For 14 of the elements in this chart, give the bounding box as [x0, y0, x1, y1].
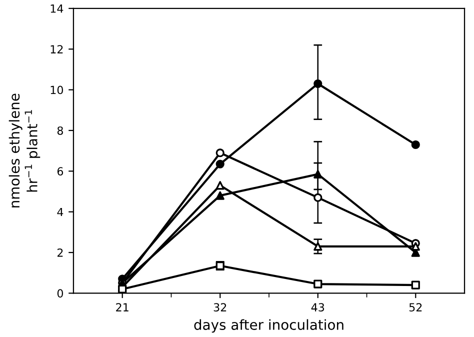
y-tick-label: 14	[50, 4, 64, 13]
x-tick-label: 43	[311, 303, 324, 312]
y-tick-label: 4	[57, 208, 64, 216]
y-tick-label: 12	[50, 45, 63, 54]
x-tick-label: 21	[116, 303, 128, 312]
y-tick-label: 8	[57, 126, 63, 135]
y-tick-label: 10	[50, 86, 64, 94]
x-axis-title: days after inoculation	[194, 319, 344, 333]
y-tick-label: 6	[57, 167, 64, 176]
y-axis-title: nmoles ethylene hr$^{−1}$ plant$^{−1}$	[8, 94, 40, 208]
x-tick-label: 32	[214, 303, 226, 312]
y-tick-label: 2	[57, 248, 63, 257]
x-tick-label: 52	[409, 303, 422, 312]
y-tick-label: 0	[57, 289, 64, 298]
